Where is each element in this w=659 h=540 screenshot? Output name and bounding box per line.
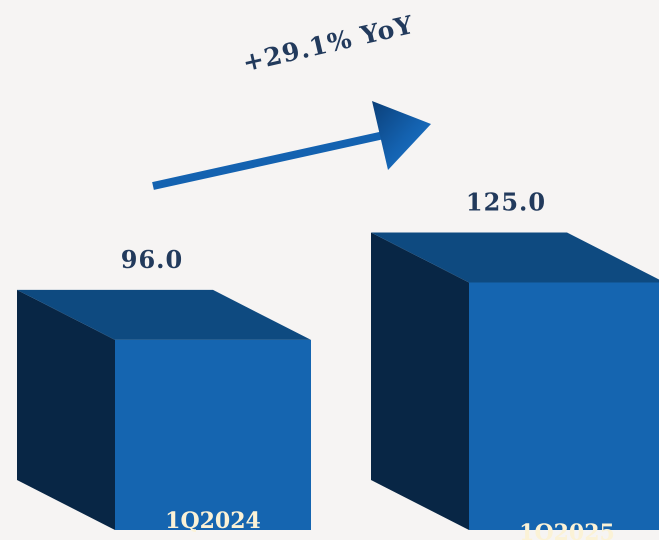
- category-label: 1Q2024: [165, 508, 261, 534]
- value-label: 125.0: [466, 188, 546, 217]
- growth-annotation: +29.1% YoY: [240, 10, 417, 78]
- bar-top-face: [17, 289, 311, 340]
- growth-arrow: [152, 101, 431, 190]
- bar-1Q2024: 96.0 1Q2024: [17, 245, 311, 534]
- category-label: 1Q2025: [519, 520, 615, 540]
- bar-side-face: [371, 232, 469, 530]
- bar-top-face: [371, 232, 659, 283]
- bar-side-face: [17, 289, 115, 530]
- bars-group: 96.0 1Q2024 125.0 1Q2025: [17, 188, 659, 540]
- bar-front-face: [115, 339, 311, 530]
- bar-front-face: [469, 282, 659, 530]
- growth-arrow-head: [372, 101, 431, 170]
- growth-arrow-shaft: [152, 131, 385, 190]
- value-label: 96.0: [121, 245, 183, 274]
- bar-1Q2025: 125.0 1Q2025: [371, 188, 659, 540]
